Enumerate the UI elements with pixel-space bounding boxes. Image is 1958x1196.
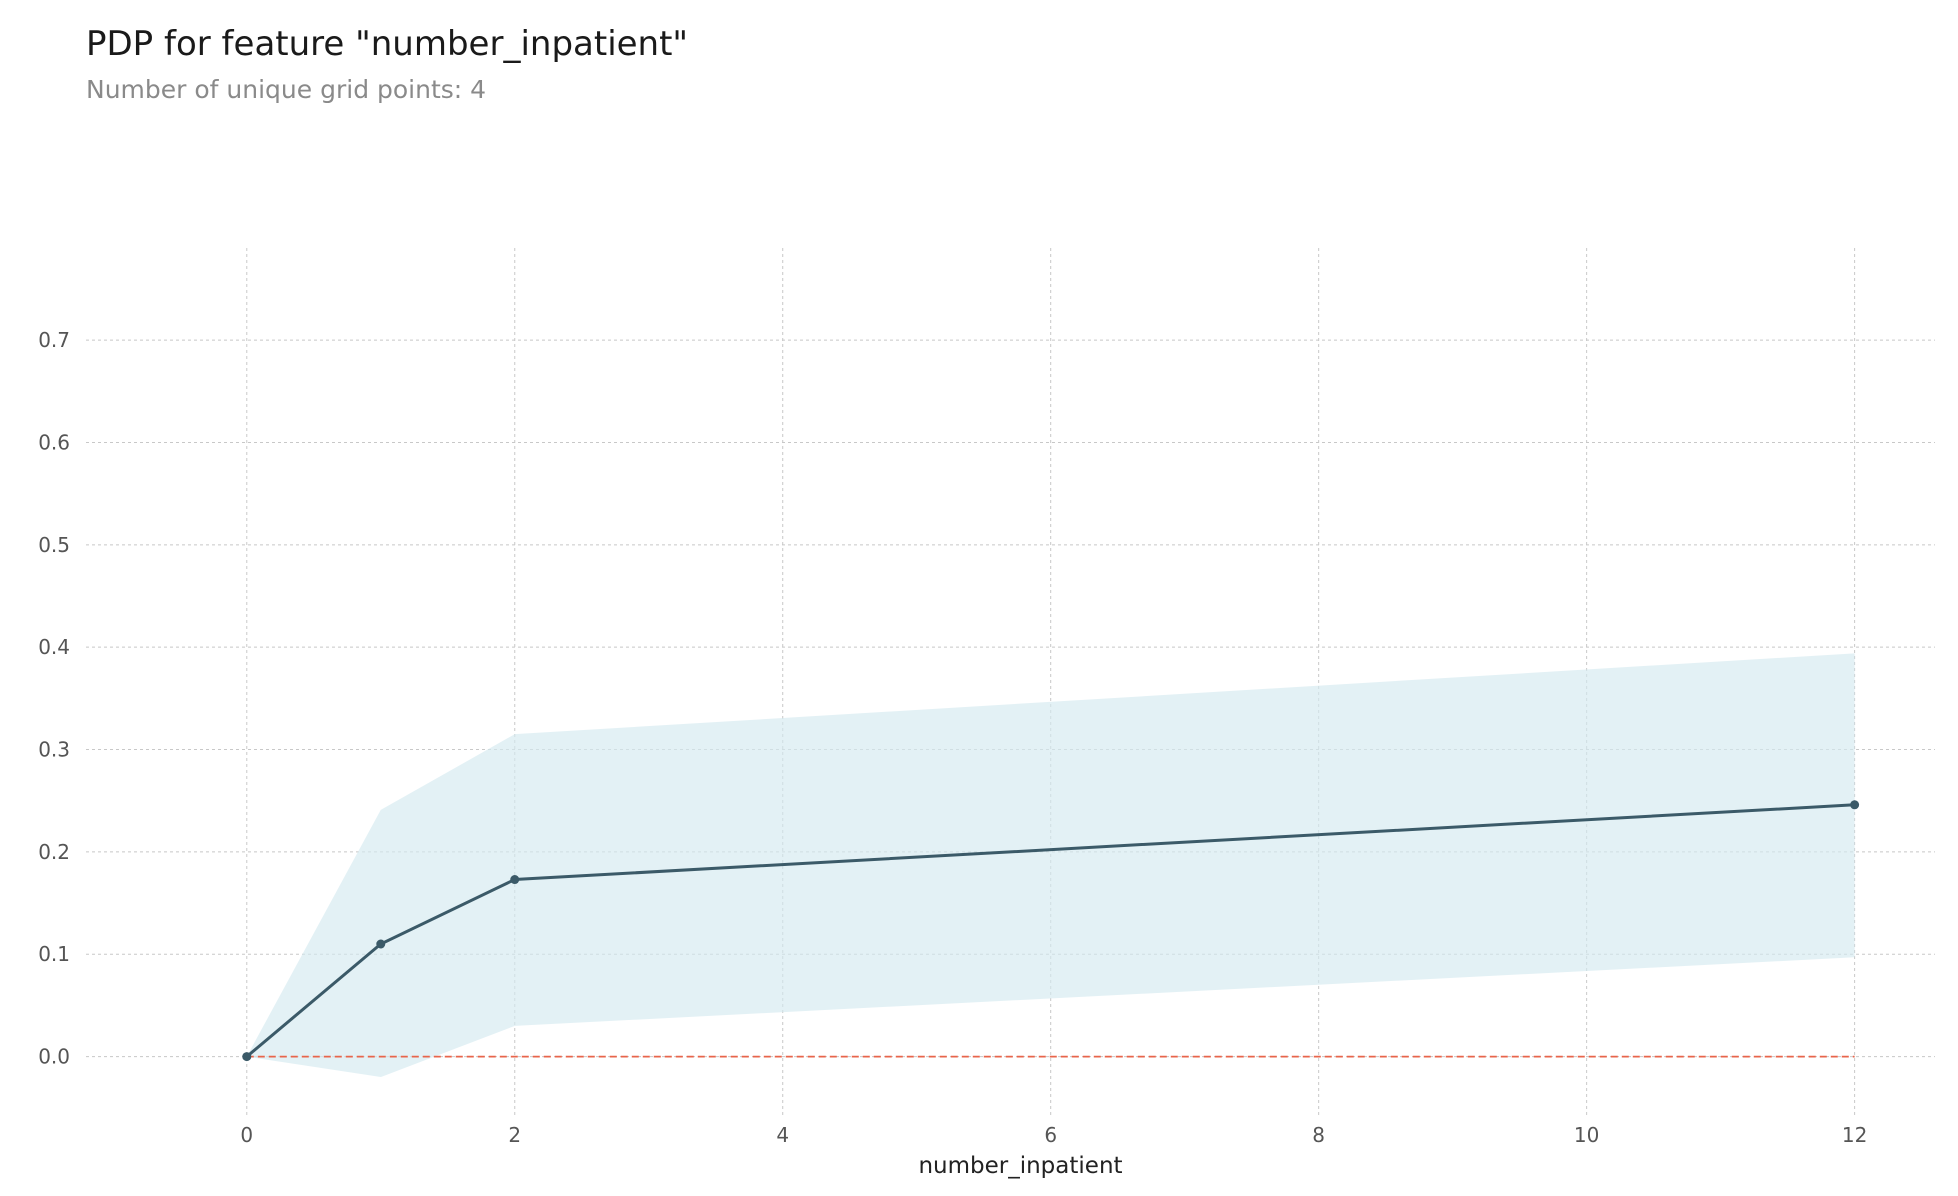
y-tick-label: 0.1 bbox=[38, 942, 70, 966]
y-tick-label: 0.6 bbox=[38, 430, 70, 454]
x-tick-label: 6 bbox=[1044, 1123, 1057, 1147]
y-tick-label: 0.4 bbox=[38, 635, 70, 659]
x-tick-label: 12 bbox=[1842, 1123, 1867, 1147]
data-point bbox=[510, 875, 520, 885]
x-axis-label: number_inpatient bbox=[918, 1153, 1122, 1179]
y-tick-label: 0.0 bbox=[38, 1045, 70, 1069]
data-point bbox=[376, 939, 386, 949]
data-point bbox=[1850, 800, 1860, 810]
x-tick-label: 4 bbox=[776, 1123, 789, 1147]
x-tick-label: 0 bbox=[240, 1123, 253, 1147]
confidence-band bbox=[246, 653, 1855, 1078]
y-tick-label: 0.7 bbox=[38, 328, 70, 352]
confidence-band-layer bbox=[246, 653, 1855, 1078]
data-point bbox=[242, 1052, 252, 1062]
chart-title: PDP for feature "number_inpatient" bbox=[86, 24, 689, 64]
y-tick-label: 0.2 bbox=[38, 840, 70, 864]
x-tick-label: 2 bbox=[508, 1123, 521, 1147]
x-tick-label: 10 bbox=[1574, 1123, 1599, 1147]
x-tick-label: 8 bbox=[1312, 1123, 1325, 1147]
tick-labels: 0 2 4 6 8 10 12 0.0 0.1 0.2 0.3 0.4 0.5 0.6 0.7 bbox=[38, 328, 1867, 1147]
pdp-line-layer bbox=[242, 800, 1860, 1062]
chart-subtitle: Number of unique grid points: 4 bbox=[86, 75, 487, 104]
pdp-line bbox=[245, 803, 1855, 1058]
y-tick-label: 0.3 bbox=[38, 738, 70, 762]
y-tick-label: 0.5 bbox=[38, 533, 70, 557]
